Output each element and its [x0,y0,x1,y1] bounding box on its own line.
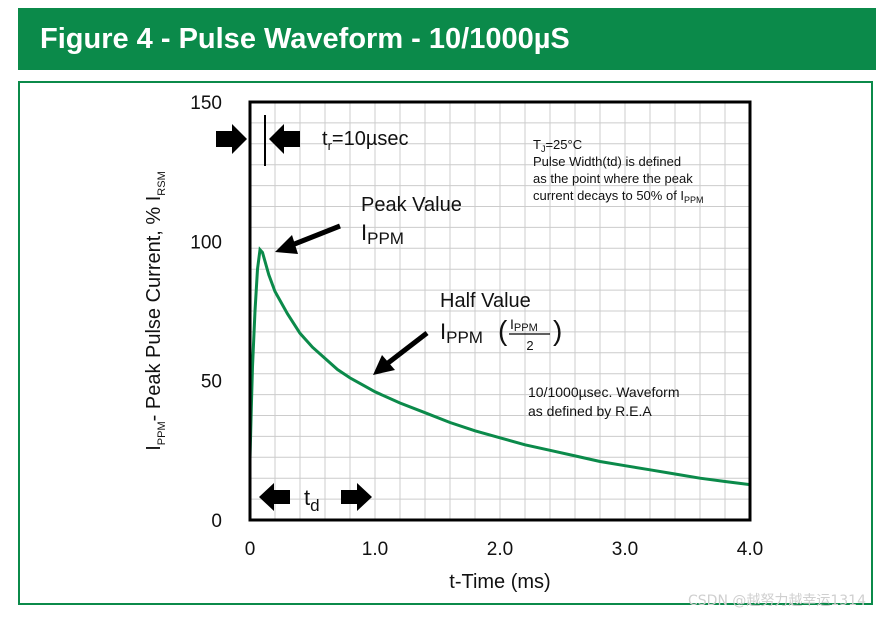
half-fraction-numerator: IPPM [510,316,538,334]
y-tick-label: 0 [211,511,222,532]
conditions-note: TJ=25°C Pulse Width(td) is defined as th… [533,137,704,205]
peak-arrow-icon [275,235,298,254]
y-axis-label: IPPM- Peak Pulse Current, % IRSM [143,171,168,451]
td-arrow-right-icon [341,483,372,511]
half-ippm-label: IPPM [440,319,483,347]
x-tick-label: 1.0 [362,539,388,560]
waveform-note-line1: 10/1000µsec. Waveform [528,384,680,400]
x-tick-label: 3.0 [612,539,638,560]
svg-text:Pulse Width(td) is defined: Pulse Width(td) is defined [533,154,681,169]
peak-ippm-label: IPPM [361,220,404,248]
plot-border [248,100,752,522]
half-arrow-shaft [386,331,429,365]
half-value-label: Half Value [440,290,531,312]
tr-label: tr=10µsec [322,128,408,153]
x-tick-label: 2.0 [487,539,513,560]
half-arrow-icon [373,355,395,375]
chart-frame [18,81,873,605]
waveform-note-line2: as defined by R.E.A [528,403,652,419]
half-paren-right: ) [553,315,562,346]
x-tick-label: 0 [245,539,256,560]
y-tick-labels: 0 50 100 150 [190,93,222,532]
watermark: CSDN @越努力越幸运1314 [688,593,866,609]
x-tick-label: 4.0 [737,539,763,560]
half-paren-left: ( [498,315,508,346]
tr-arrow-left-icon [269,124,300,154]
x-axis-label: t-Time (ms) [449,571,550,593]
x-tick-labels: 0 1.0 2.0 3.0 4.0 [245,539,764,560]
svg-text:TJ=25°C: TJ=25°C [533,137,582,154]
title-bar: Figure 4 - Pulse Waveform - 10/1000µS [18,8,876,70]
tr-arrow-right-icon [216,124,247,154]
series-line-waveform [250,246,750,487]
half-fraction-denominator: 2 [526,338,533,353]
figure-title: Figure 4 - Pulse Waveform - 10/1000µS [40,23,570,55]
td-label: td [304,485,320,515]
y-tick-label: 100 [190,232,222,253]
y-tick-label: 50 [201,372,222,393]
peak-value-label: Peak Value [361,194,462,216]
svg-text:as the point where the peak: as the point where the peak [533,171,693,186]
td-arrow-left-icon [259,483,290,511]
y-tick-label: 150 [190,93,222,114]
peak-arrow-shaft [291,223,341,248]
svg-text:current decays to 50% of IPPM: current decays to 50% of IPPM [533,188,704,205]
